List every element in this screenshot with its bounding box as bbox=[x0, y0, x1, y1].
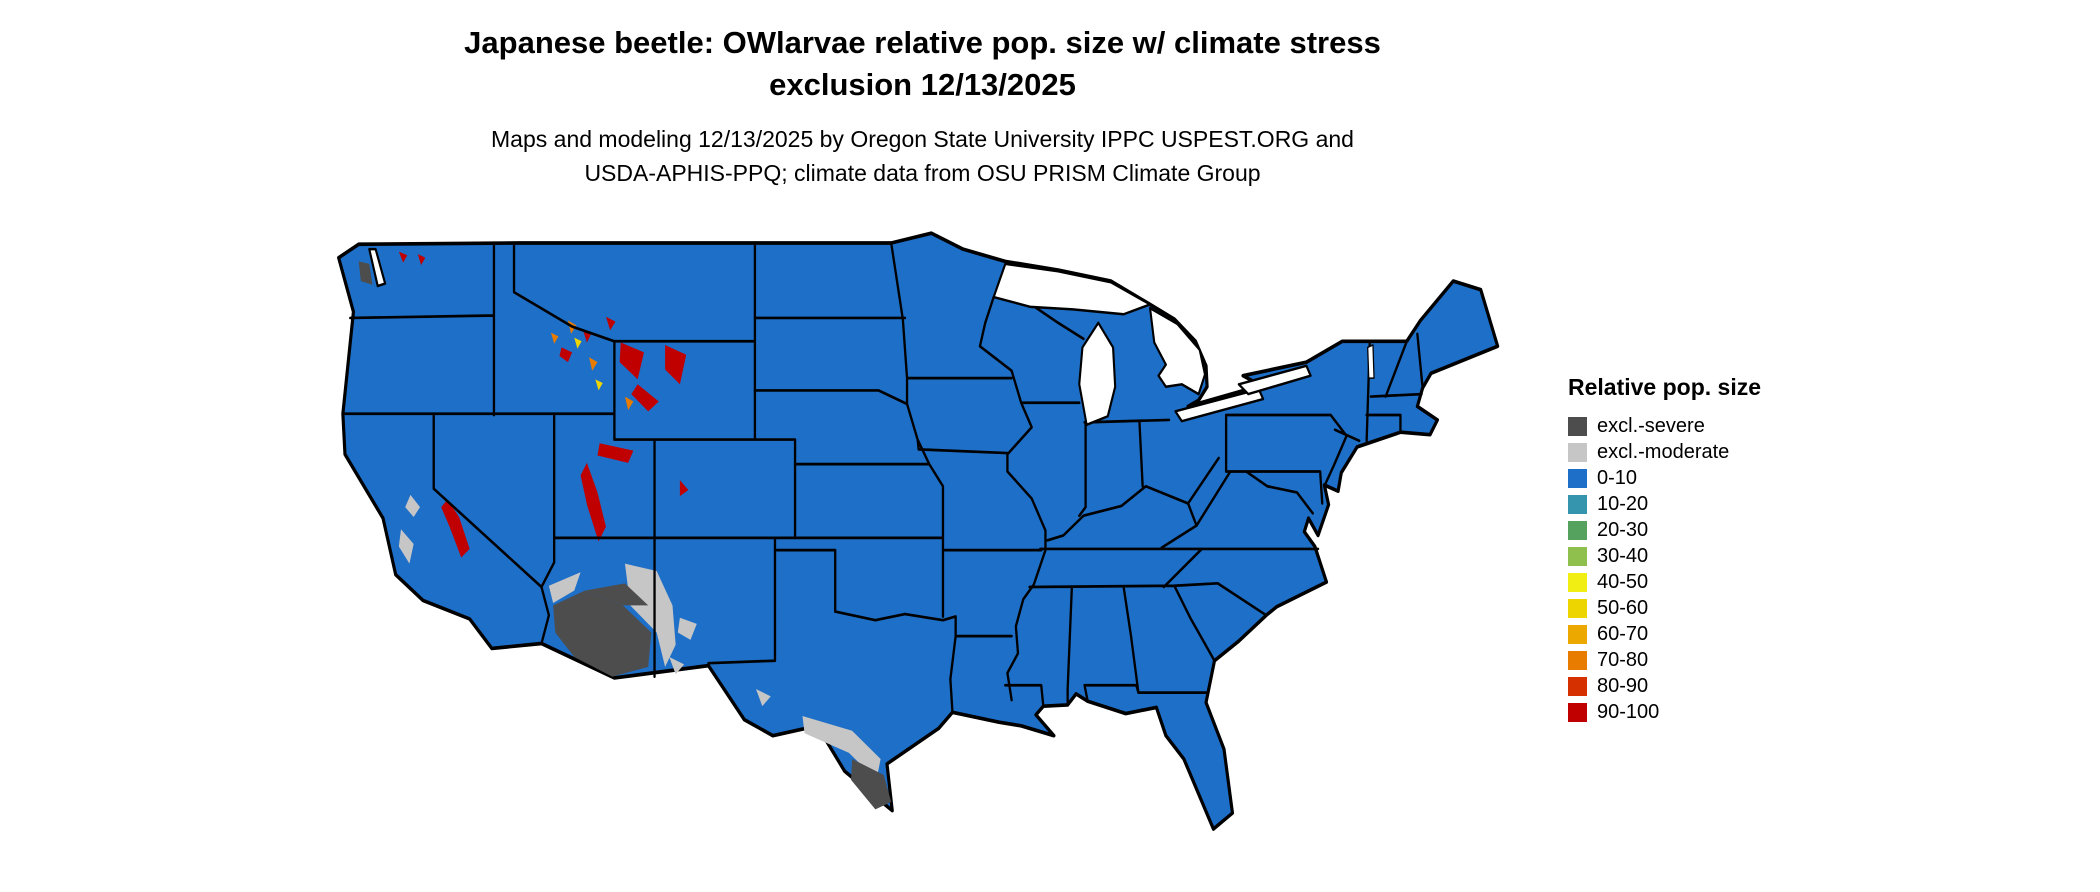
excl-moderate-region-nw-arizona bbox=[548, 572, 581, 603]
legend-label: 60-70 bbox=[1597, 623, 1649, 645]
excl-severe-region-south-texas bbox=[851, 759, 892, 810]
legend-title: Relative pop. size bbox=[1568, 374, 1762, 400]
excl-severe-region-arizona-arm bbox=[584, 583, 649, 606]
legend: Relative pop. size excl.-severe excl.-mo… bbox=[1568, 374, 1868, 725]
legend-label: 90-100 bbox=[1597, 701, 1660, 723]
legend-item-90-100: 90-100 bbox=[1568, 699, 1868, 725]
legend-swatch-50-60 bbox=[1568, 598, 1587, 618]
great-lakes bbox=[368, 247, 1375, 427]
legend-label: 80-90 bbox=[1597, 675, 1649, 697]
legend-swatch-20-30 bbox=[1568, 520, 1587, 540]
pop-50-60-region-wyoming bbox=[595, 379, 603, 391]
legend-item-0-10: 0-10 bbox=[1568, 465, 1868, 491]
legend-label: 40-50 bbox=[1597, 571, 1649, 593]
legend-swatch-10-20 bbox=[1568, 494, 1587, 514]
lake-michigan bbox=[1078, 321, 1117, 427]
legend-item-60-70: 60-70 bbox=[1568, 621, 1868, 647]
legend-swatch-40-50 bbox=[1568, 572, 1587, 592]
legend-swatch-30-40 bbox=[1568, 546, 1587, 566]
legend-swatch-70-80 bbox=[1568, 650, 1587, 670]
pop-90-100-region-montana bbox=[605, 316, 616, 331]
map-subtitle-line1: Maps and modeling 12/13/2025 by Oregon S… bbox=[491, 126, 1354, 152]
pop-70-80-region-idaho-3 bbox=[551, 332, 559, 344]
map-subtitle-line2: USDA-APHIS-PPQ; climate data from OSU PR… bbox=[584, 160, 1261, 186]
us-map bbox=[337, 231, 1500, 831]
pop-70-80-region-idaho-2 bbox=[589, 357, 598, 371]
excl-moderate-region-arizona-newmexico bbox=[624, 563, 676, 667]
legend-item-excl-severe: excl.-severe bbox=[1568, 413, 1868, 439]
excl-moderate-region-newmexico-1 bbox=[677, 617, 697, 640]
lake-champlain bbox=[1367, 344, 1375, 379]
us-landmass bbox=[337, 231, 1500, 831]
legend-swatch-90-100 bbox=[1568, 702, 1587, 722]
pop-90-100-region-windriver-wyoming bbox=[631, 384, 659, 412]
excl-moderate-region-west-texas bbox=[755, 688, 771, 707]
pop-90-100-region-idaho-2 bbox=[582, 329, 592, 343]
legend-item-20-30: 20-30 bbox=[1568, 517, 1868, 543]
legend-swatch-excl-moderate bbox=[1568, 442, 1587, 462]
excl-severe-region-puget-sound bbox=[358, 261, 373, 285]
state-borders-northeast bbox=[1160, 332, 1424, 550]
map-title: Japanese beetle: OWlarvae relative pop. … bbox=[0, 22, 1845, 106]
state-borders-mississippi-valley bbox=[978, 295, 1220, 702]
pop-90-100-region-uinta-utah bbox=[597, 443, 634, 463]
legend-swatch-60-70 bbox=[1568, 624, 1587, 644]
legend-label: 30-40 bbox=[1597, 545, 1649, 567]
legend-item-excl-moderate: excl.-moderate bbox=[1568, 439, 1868, 465]
map-title-line1: Japanese beetle: OWlarvae relative pop. … bbox=[464, 25, 1381, 60]
pop-90-100-region-idaho-1 bbox=[559, 347, 573, 363]
legend-item-40-50: 40-50 bbox=[1568, 569, 1868, 595]
legend-item-80-90: 80-90 bbox=[1568, 673, 1868, 699]
legend-swatch-0-10 bbox=[1568, 468, 1587, 488]
puget-sound bbox=[368, 247, 387, 288]
pop-50-60-region-idaho bbox=[574, 337, 582, 349]
legend-swatch-80-90 bbox=[1568, 676, 1587, 696]
legend-label: 20-30 bbox=[1597, 519, 1649, 541]
pop-90-100-region-yellowstone bbox=[619, 342, 644, 380]
state-borders bbox=[341, 241, 1424, 714]
state-borders-plains bbox=[707, 241, 1043, 714]
legend-label: 0-10 bbox=[1597, 467, 1638, 489]
legend-label: 70-80 bbox=[1597, 649, 1649, 671]
us-map-figure bbox=[308, 200, 1523, 888]
pop-90-100-region-washington-2 bbox=[417, 254, 426, 266]
legend-label: excl.-severe bbox=[1597, 415, 1705, 437]
lake-ontario bbox=[1237, 364, 1312, 396]
lake-superior bbox=[992, 262, 1152, 316]
map-subtitle: Maps and modeling 12/13/2025 by Oregon S… bbox=[0, 122, 1845, 190]
state-borders-south bbox=[1004, 547, 1320, 708]
legend-label: excl.-moderate bbox=[1597, 441, 1730, 463]
legend-label: 10-20 bbox=[1597, 493, 1649, 515]
legend-label: 50-60 bbox=[1597, 597, 1649, 619]
pop-90-100-region-colorado bbox=[679, 480, 689, 497]
excl-moderate-region-california-1 bbox=[398, 529, 414, 564]
lake-erie bbox=[1174, 387, 1265, 423]
state-borders-west bbox=[341, 241, 945, 679]
excl-severe-region-arizona bbox=[553, 590, 652, 677]
legend-item-30-40: 30-40 bbox=[1568, 543, 1868, 569]
legend-item-70-80: 70-80 bbox=[1568, 647, 1868, 673]
pop-70-80-region-wyoming bbox=[624, 396, 634, 411]
pop-90-100-region-sierra-california bbox=[441, 499, 470, 558]
pop-90-100-region-bighorn-wyoming bbox=[665, 344, 687, 385]
excl-moderate-region-newmexico-2 bbox=[669, 657, 685, 675]
legend-item-50-60: 50-60 bbox=[1568, 595, 1868, 621]
map-title-line2: exclusion 12/13/2025 bbox=[769, 67, 1076, 102]
legend-swatch-excl-severe bbox=[1568, 416, 1587, 436]
lake-huron bbox=[1148, 306, 1207, 396]
pop-90-100-region-wasatch-utah bbox=[580, 462, 606, 542]
legend-item-10-20: 10-20 bbox=[1568, 491, 1868, 517]
exclusion-and-population-regions bbox=[358, 251, 892, 810]
